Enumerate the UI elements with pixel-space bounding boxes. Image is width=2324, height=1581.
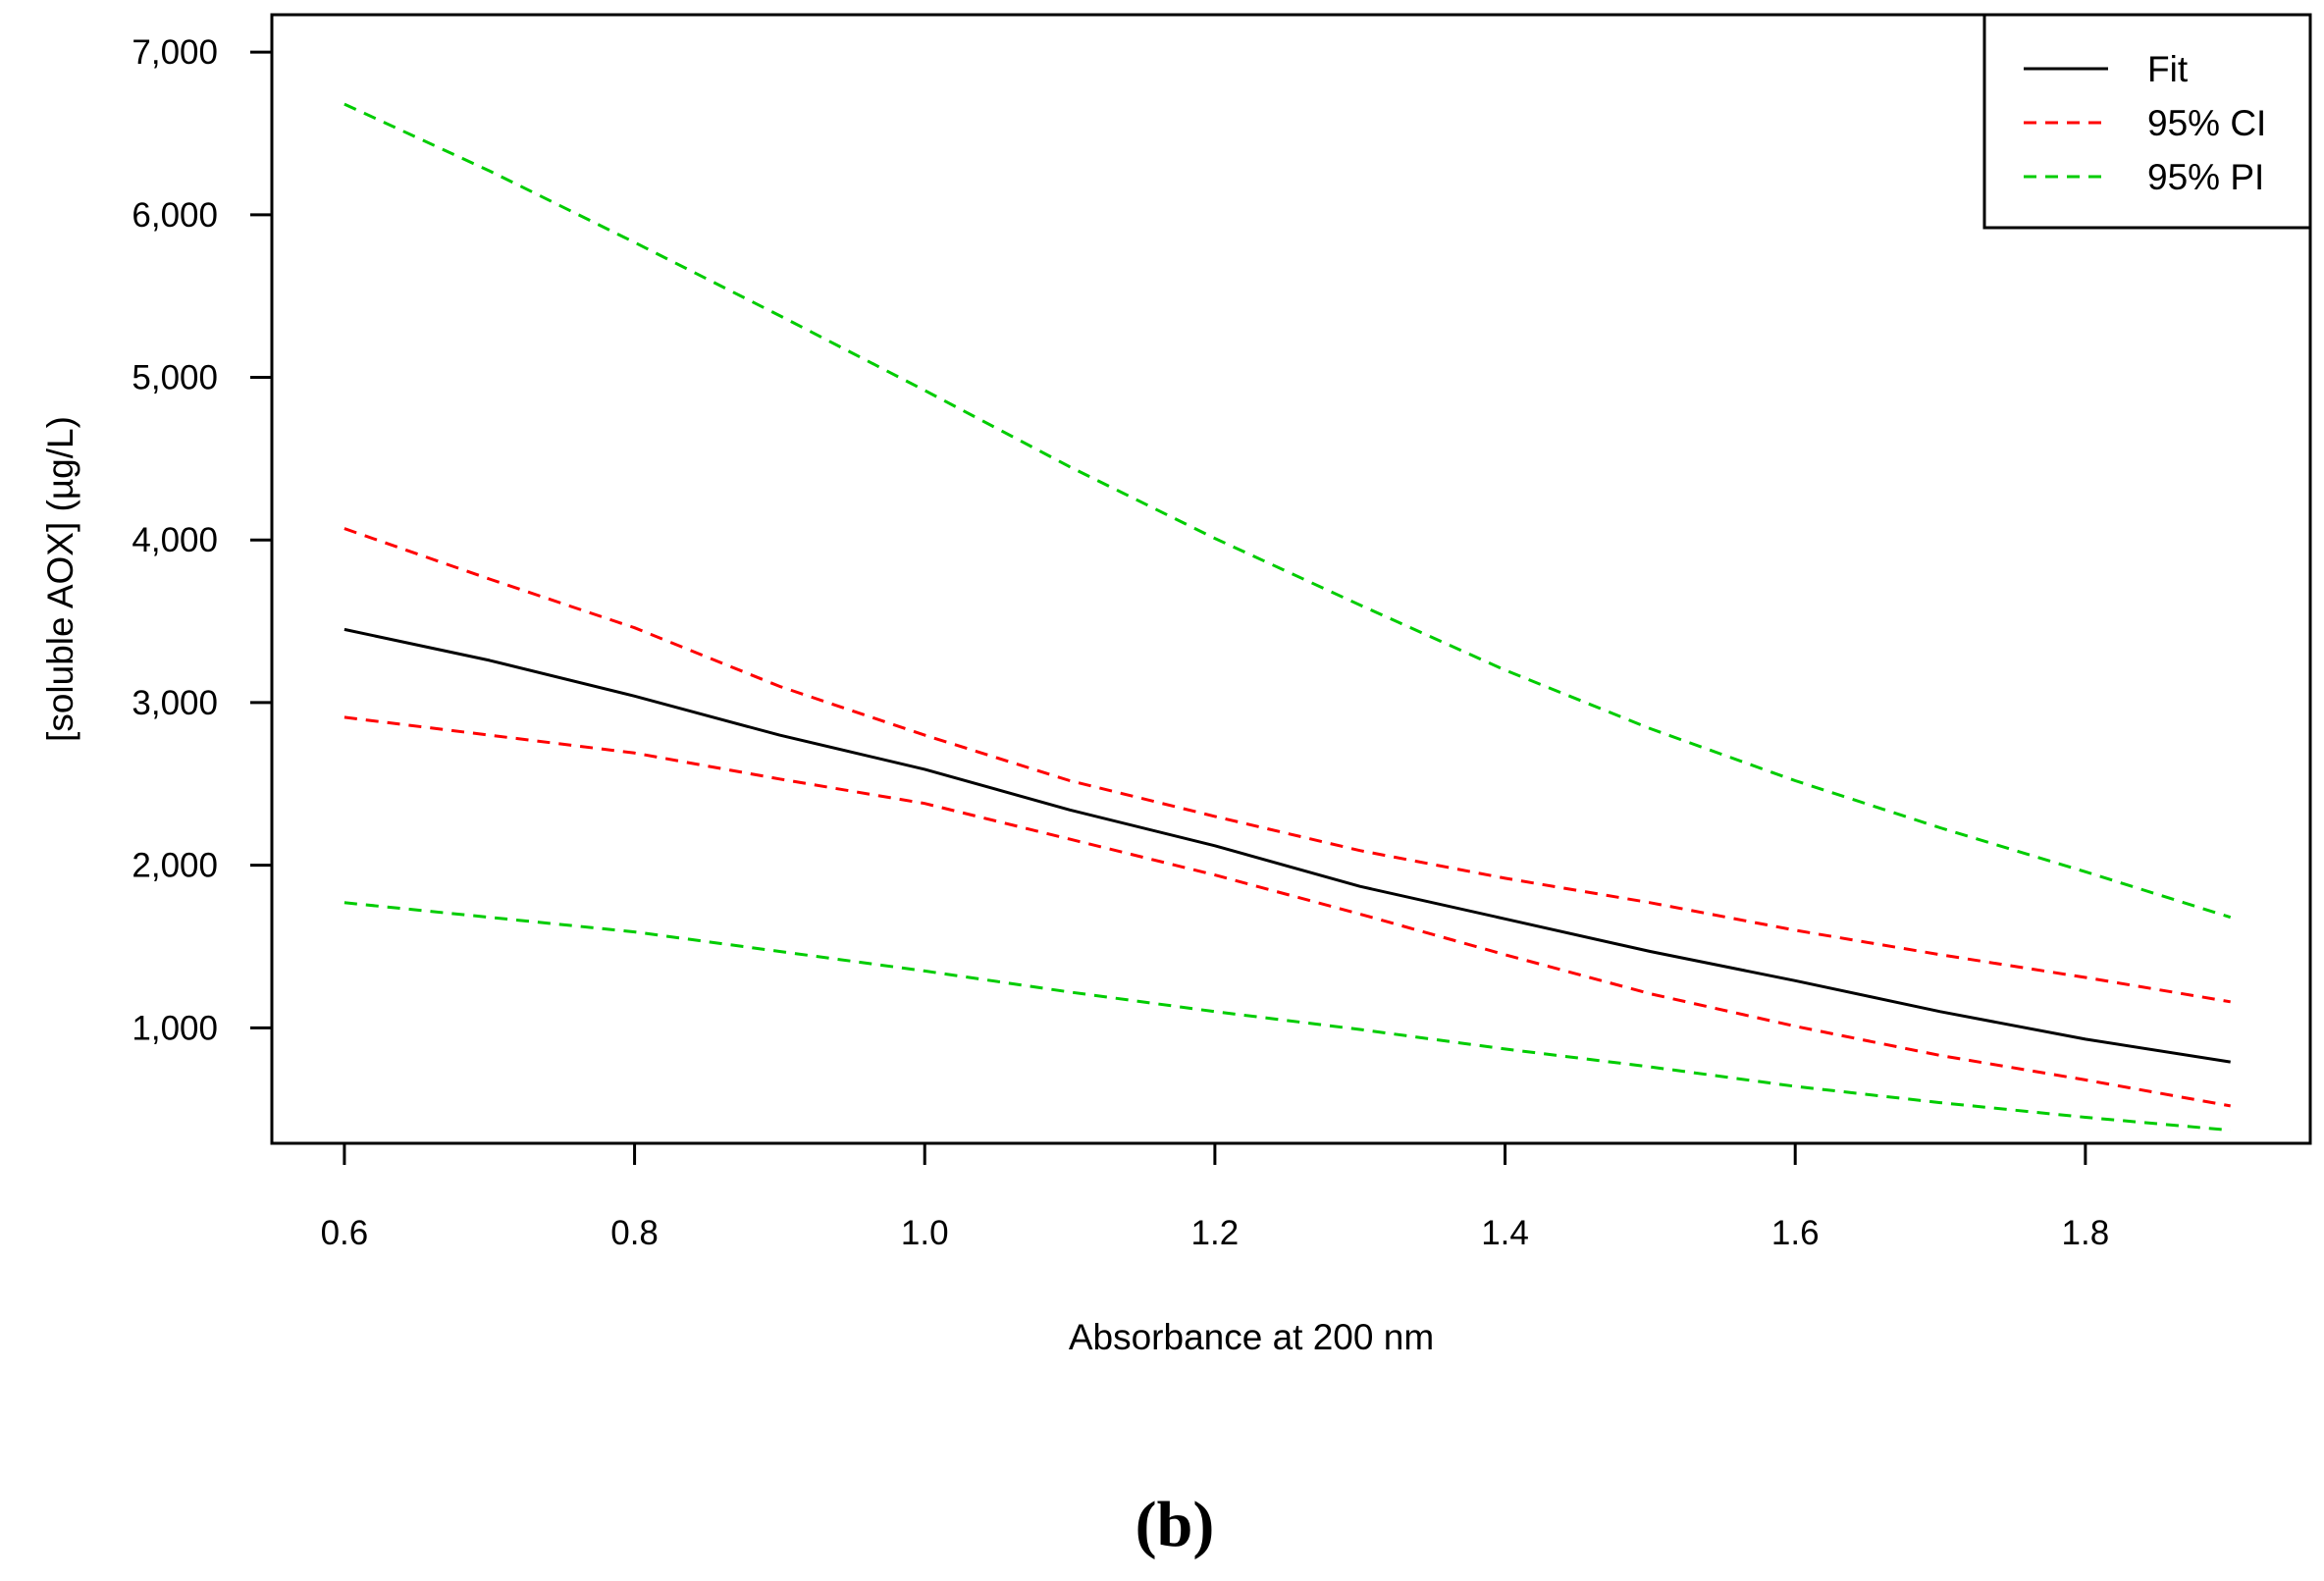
series-line-95-ci-1 <box>343 527 2231 1004</box>
legend-label: 95% PI <box>2147 157 2264 197</box>
series-line-95-ci-2 <box>343 715 2231 1108</box>
x-tick-label: 1.2 <box>1191 1214 1240 1252</box>
x-axis: 0.6 0.8 1.0 1.2 1.4 1.6 1.8 <box>321 1141 2110 1252</box>
series-line-fit-0 <box>343 627 2231 1064</box>
legend: Fit 95% CI 95% PI <box>1982 13 2312 230</box>
x-tick-label: 1.8 <box>2062 1214 2110 1252</box>
y-tick-label: 1,000 <box>132 1009 218 1047</box>
y-tick-label: 6,000 <box>132 196 218 235</box>
x-tick-label: 1.4 <box>1481 1214 1529 1252</box>
series-line-95-pi-4 <box>343 901 2231 1133</box>
legend-label: 95% CI <box>2147 103 2266 143</box>
legend-box <box>1982 13 2312 230</box>
y-tick-label: 2,000 <box>132 847 218 885</box>
x-tick-label: 1.0 <box>901 1214 949 1252</box>
y-axis: 1,000 2,000 3,000 4,000 5,000 6,000 7,000 <box>132 33 272 1047</box>
y-tick-label: 3,000 <box>132 684 218 722</box>
series-layer <box>343 102 2232 1133</box>
series-line-95-pi-3 <box>343 102 2232 920</box>
y-tick-label: 4,000 <box>132 521 218 559</box>
x-tick-label: 1.6 <box>1771 1214 1820 1252</box>
y-tick-label: 5,000 <box>132 359 218 397</box>
x-axis-title: Absorbance at 200 nm <box>1069 1317 1434 1357</box>
panel-label: (b) <box>1136 1489 1215 1560</box>
y-tick-label: 7,000 <box>132 33 218 72</box>
y-axis-title: [soluble AOX] (µg/L) <box>40 416 80 742</box>
x-tick-label: 0.8 <box>610 1214 659 1252</box>
legend-label: Fit <box>2147 49 2189 89</box>
x-tick-label: 0.6 <box>321 1214 369 1252</box>
